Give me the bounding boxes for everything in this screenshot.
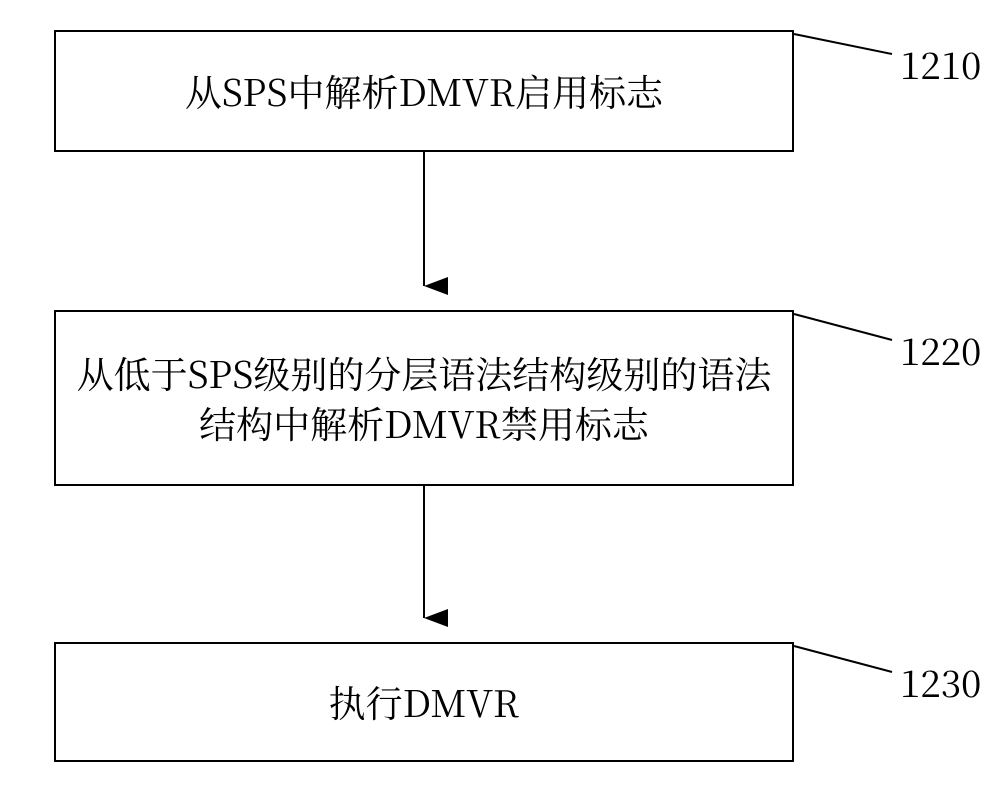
flowchart-node-line: 执行DMVR bbox=[329, 674, 520, 728]
flowchart-node-line: 从低于SPS级别的分层语法结构级别的语法 bbox=[77, 345, 772, 399]
flowchart-node-line: 从SPS中解析DMVR启用标志 bbox=[185, 63, 663, 117]
flowchart-node: 从低于SPS级别的分层语法结构级别的语法结构中解析DMVR禁用标志 bbox=[54, 310, 794, 486]
flowchart-node: 执行DMVR bbox=[54, 642, 794, 762]
flowchart-callout-leader bbox=[794, 34, 892, 54]
flowchart-callout-label: 1210 bbox=[900, 36, 981, 90]
flowchart-node-text: 从低于SPS级别的分层语法结构级别的语法结构中解析DMVR禁用标志 bbox=[67, 348, 782, 448]
flowchart-callout-leader bbox=[794, 646, 892, 672]
flowchart-callout-label: 1230 bbox=[900, 654, 981, 708]
flowchart-node-line: 结构中解析DMVR禁用标志 bbox=[199, 395, 649, 449]
flowchart-canvas: 从SPS中解析DMVR启用标志 1210 从低于SPS级别的分层语法结构级别的语法结… bbox=[0, 0, 1000, 794]
flowchart-node-text: 从SPS中解析DMVR启用标志 bbox=[175, 66, 673, 116]
flowchart-callout-label: 1220 bbox=[900, 322, 981, 376]
flowchart-node-text: 执行DMVR bbox=[319, 677, 530, 727]
flowchart-node: 从SPS中解析DMVR启用标志 bbox=[54, 30, 794, 152]
flowchart-callout-leader bbox=[794, 314, 892, 340]
